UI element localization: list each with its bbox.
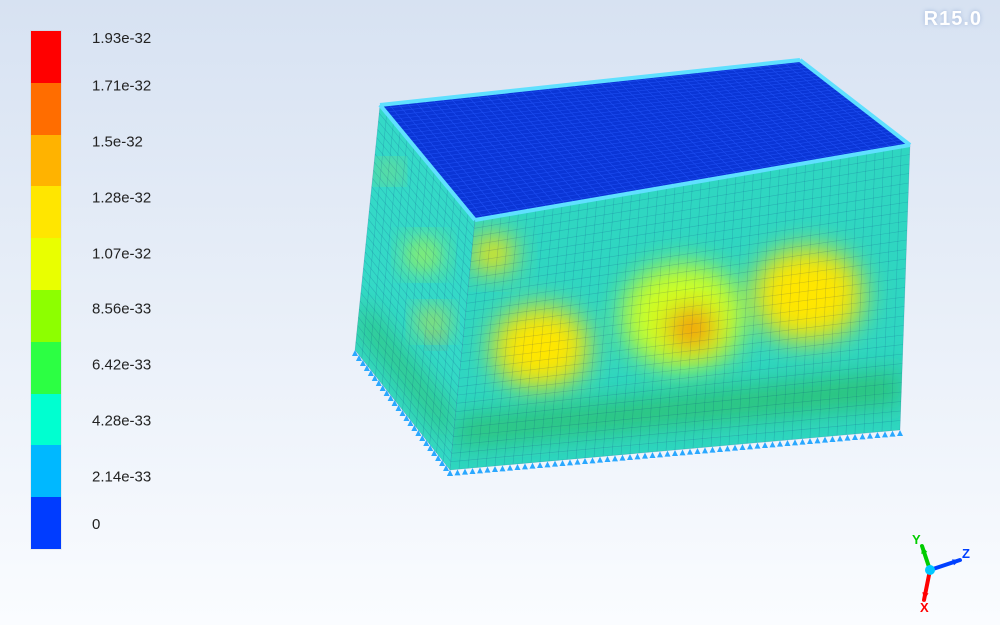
model-render: [300, 50, 920, 500]
legend-segment: [31, 445, 61, 497]
legend-color-bar: [30, 30, 62, 550]
version-tag: R15.0: [924, 8, 982, 31]
legend-segment: [31, 394, 61, 446]
legend-tick-label: 1.93e-32: [92, 30, 151, 47]
legend-segment: [31, 497, 61, 549]
triad-axes: [890, 525, 970, 605]
legend-segment: [31, 186, 61, 238]
axis-label-y: Y: [912, 532, 921, 547]
legend-segment: [31, 290, 61, 342]
legend-segment: [31, 31, 61, 83]
legend-segment: [31, 135, 61, 187]
legend-tick-label: 1.07e-32: [92, 245, 151, 262]
legend-segment: [31, 342, 61, 394]
3d-viewport[interactable]: [300, 50, 920, 500]
axis-label-x: X: [920, 600, 929, 615]
legend-tick-label: 8.56e-33: [92, 301, 151, 318]
legend-tick-label: 4.28e-33: [92, 413, 151, 430]
legend-tick-label: 0: [92, 516, 151, 533]
legend-tick-label: 1.5e-32: [92, 133, 151, 150]
color-legend: 1.93e-32 1.71e-32 1.5e-32 1.28e-32 1.07e-32 8…: [30, 30, 151, 550]
legend-segment: [31, 238, 61, 290]
orientation-triad[interactable]: X Y Z: [890, 525, 970, 605]
legend-segment: [31, 83, 61, 135]
legend-tick-label: 2.14e-33: [92, 469, 151, 486]
axis-label-z: Z: [962, 546, 970, 561]
legend-tick-label: 1.28e-32: [92, 189, 151, 206]
legend-tick-label: 6.42e-33: [92, 357, 151, 374]
legend-tick-label: 1.71e-32: [92, 77, 151, 94]
legend-labels: 1.93e-32 1.71e-32 1.5e-32 1.28e-32 1.07e-32 8…: [92, 30, 151, 550]
